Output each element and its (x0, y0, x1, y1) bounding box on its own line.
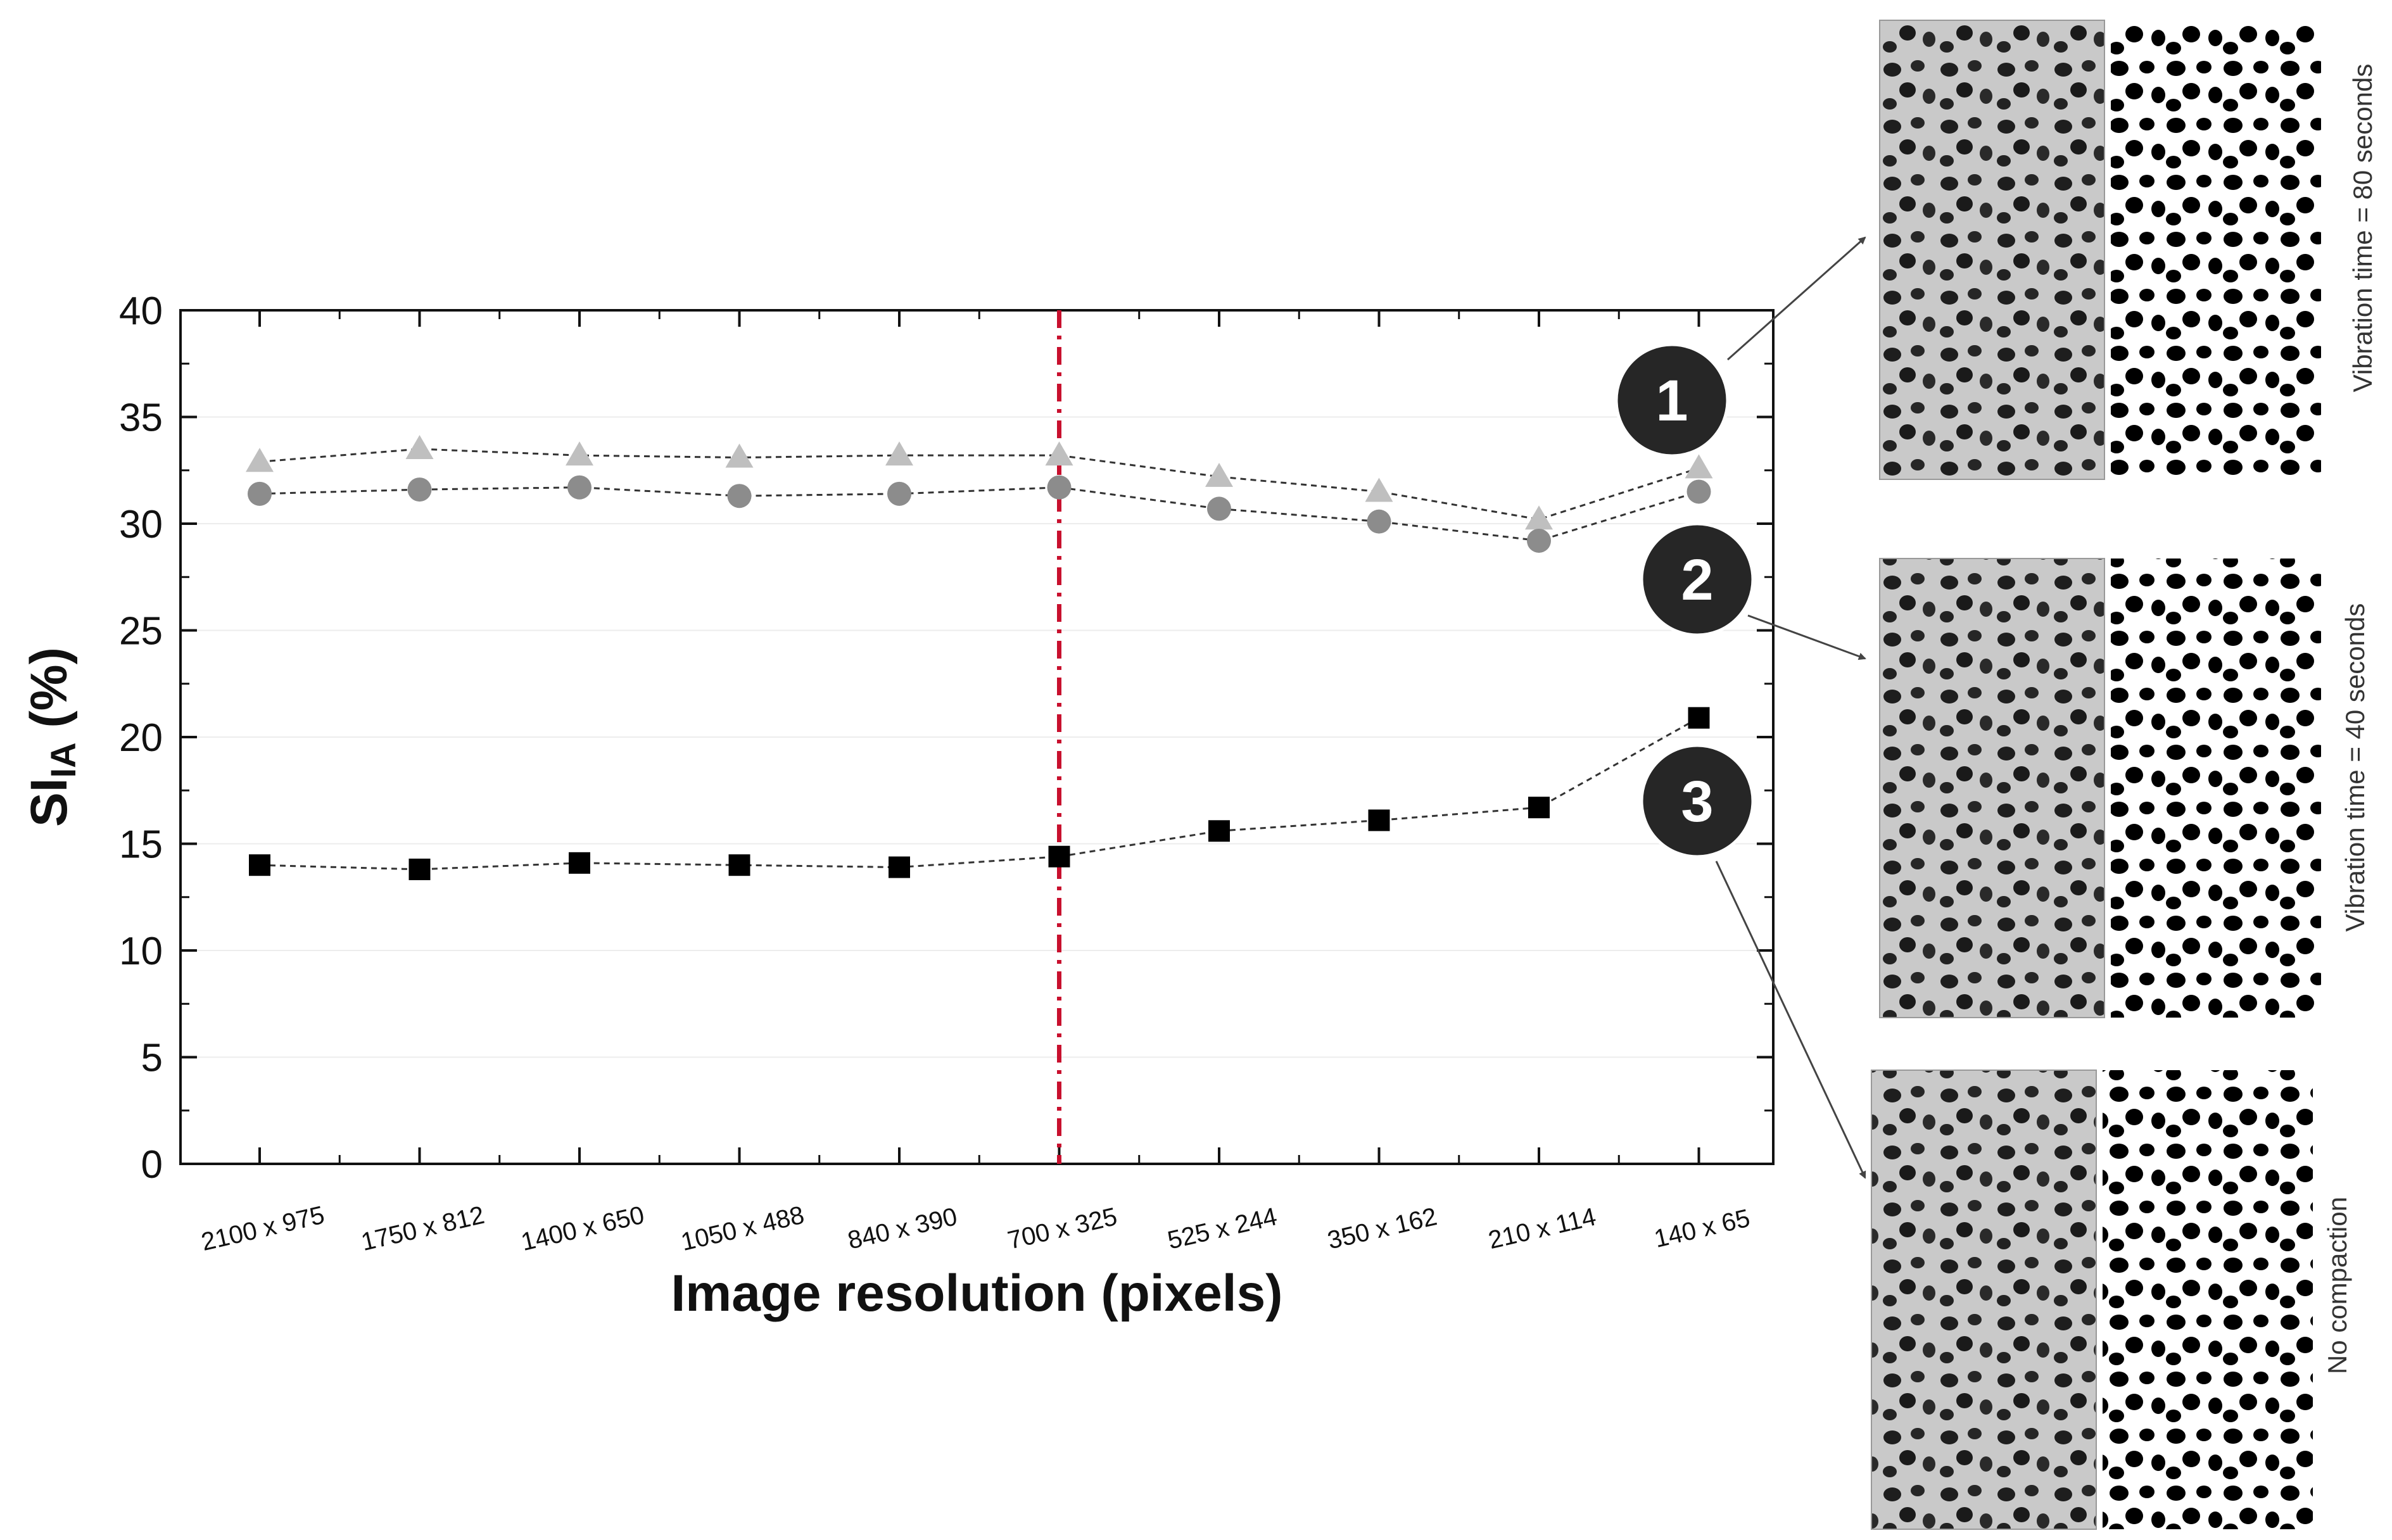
y-axis-title-subscript: IA (43, 742, 83, 778)
specimen-panel-label: Vibration time = 40 seconds (2340, 603, 2370, 932)
data-point (567, 475, 592, 500)
specimen-panel-3: No compaction (1871, 1070, 2352, 1530)
data-point (1686, 479, 1711, 504)
data-point (1367, 509, 1391, 534)
data-point (408, 858, 431, 880)
x-tick-label: 210 x 114 (1486, 1202, 1598, 1254)
badge-number: 3 (1681, 769, 1713, 834)
badge-circle (1614, 343, 1730, 458)
specimen-photo (1879, 558, 2105, 1018)
data-point (1527, 528, 1551, 553)
data-point (1205, 462, 1233, 487)
x-tick-label: 1400 x 650 (519, 1201, 647, 1256)
badge-number: 1 (1655, 369, 1688, 433)
data-point (1688, 707, 1710, 729)
series-line (259, 717, 1700, 871)
x-tick-label: 1050 x 488 (678, 1201, 807, 1256)
data-point (405, 435, 434, 460)
data-point (725, 443, 754, 468)
data-point (1685, 454, 1713, 479)
data-point (1365, 477, 1393, 502)
x-tick-label: 2100 x 975 (199, 1201, 327, 1256)
series-3 (249, 707, 1710, 880)
y-tick-label: 35 (119, 396, 163, 440)
data-point (885, 441, 913, 466)
series-badge-3: 3 (1640, 743, 1755, 859)
y-tick-label: 20 (119, 716, 163, 760)
x-tick-label: 350 x 162 (1325, 1202, 1440, 1254)
data-point (1368, 809, 1390, 831)
y-axis-title-unit: (%) (20, 647, 78, 742)
y-axis-title-main: SI (20, 778, 78, 826)
data-point (1207, 496, 1231, 521)
data-point (249, 854, 270, 876)
data-point (246, 448, 274, 472)
data-point (889, 856, 910, 878)
y-axis-title: SIIA (%) (20, 647, 83, 827)
data-point (407, 477, 432, 502)
x-tick-label: 700 x 325 (1005, 1202, 1120, 1254)
specimen-binary-image (2103, 1070, 2313, 1529)
data-point (728, 854, 750, 876)
badge-circle (1640, 522, 1755, 637)
y-tick-label: 40 (119, 289, 163, 333)
specimen-binary-image (2111, 559, 2321, 1018)
data-point (727, 484, 752, 508)
data-point (1045, 441, 1073, 466)
x-axis: 2100 x 975 1750 x 812 1400 x 650 1050 x 488… (199, 310, 1752, 1256)
data-point (887, 481, 911, 506)
data-point (566, 441, 593, 466)
series-line (259, 486, 1699, 542)
plot-area: 0 5 10 15 20 25 30 35 40 2100 x 975 1750 x 812 140… (119, 289, 1775, 1256)
specimen-panel-2: Vibration time = 40 seconds (1879, 558, 2370, 1018)
specimen-panels: Vibration time = 80 seconds Vibration tim… (1871, 20, 2377, 1530)
badge-number: 2 (1681, 548, 1713, 612)
specimen-binary-image (2111, 20, 2321, 479)
badge-circle (1640, 743, 1755, 859)
data-point (1525, 505, 1553, 530)
data-point (1048, 845, 1070, 868)
specimen-photo (1871, 1070, 2097, 1530)
data-point (1208, 820, 1230, 842)
data-point (1047, 475, 1072, 500)
specimen-panel-label: No compaction (2322, 1197, 2352, 1374)
y-tick-label: 5 (141, 1037, 163, 1080)
grid (180, 416, 1773, 1058)
data-point (569, 852, 590, 874)
callout-arrow (1727, 236, 1866, 361)
series-badge-1: 1 (1614, 343, 1730, 458)
callout-arrows (1715, 236, 1866, 1179)
data-point (1528, 797, 1550, 819)
y-tick-label: 30 (119, 503, 163, 546)
x-tick-label: 140 x 65 (1652, 1204, 1752, 1253)
callout-arrow (1747, 614, 1866, 660)
series-1 (246, 435, 1713, 530)
series-badges: 1 2 3 (1614, 343, 1755, 859)
series-badge-2: 2 (1640, 522, 1755, 637)
x-tick-label: 840 x 390 (845, 1202, 960, 1254)
x-tick-label: 1750 x 812 (358, 1201, 487, 1256)
series (246, 435, 1713, 880)
series-2 (248, 475, 1711, 553)
specimen-photo (1879, 20, 2105, 480)
y-tick-label: 25 (119, 610, 163, 653)
y-tick-label: 15 (119, 823, 163, 867)
y-axis: 0 5 10 15 20 25 30 35 40 (119, 289, 1773, 1187)
callout-arrow (1715, 861, 1866, 1179)
specimen-panel-1: Vibration time = 80 seconds (1879, 20, 2377, 480)
x-tick-label: 525 x 244 (1165, 1202, 1280, 1254)
data-point (248, 481, 272, 506)
y-tick-label: 10 (119, 930, 163, 973)
y-tick-label: 0 (141, 1143, 163, 1187)
specimen-panel-label: Vibration time = 80 seconds (2348, 64, 2377, 393)
x-axis-title: Image resolution (pixels) (671, 1265, 1283, 1322)
series-line (259, 448, 1699, 521)
